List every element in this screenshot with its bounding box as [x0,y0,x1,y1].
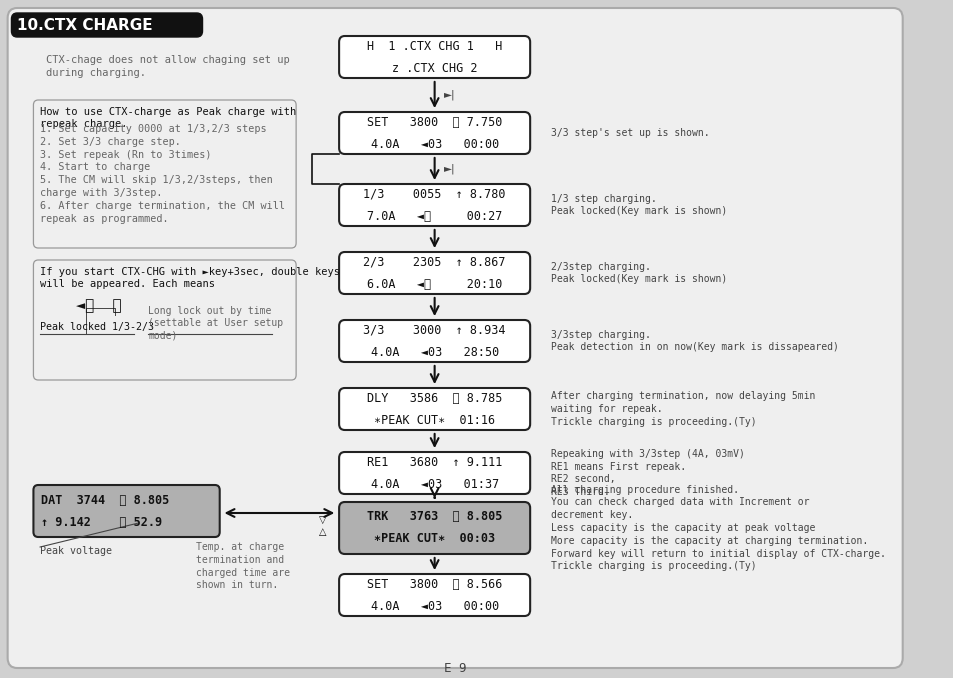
Text: 7.0A   ◄⑧     00:27: 7.0A ◄⑧ 00:27 [367,210,502,222]
Text: After charging termination, now delaying 5min
waiting for repeak.
Trickle chargi: After charging termination, now delaying… [551,391,815,426]
Text: 6.0A   ◄⑧     20:10: 6.0A ◄⑧ 20:10 [367,277,502,290]
Text: DLY   3586  ⎓ 8.785: DLY 3586 ⎓ 8.785 [367,391,502,405]
Text: Peak locked 1/3-2/3: Peak locked 1/3-2/3 [40,322,154,332]
FancyBboxPatch shape [338,184,530,226]
FancyBboxPatch shape [33,260,295,380]
Text: H  1 .CTX CHG 1   H: H 1 .CTX CHG 1 H [367,39,502,52]
Text: SET   3800  ⎓ 8.566: SET 3800 ⎓ 8.566 [367,578,502,591]
Text: 4.0A   ◄03   28:50: 4.0A ◄03 28:50 [370,346,498,359]
Text: RE1   3680  ↑ 9.111: RE1 3680 ↑ 9.111 [367,456,502,468]
Text: 4.0A   ◄03   01:37: 4.0A ◄03 01:37 [370,477,498,490]
Text: 1. Set capacity 0000 at 1/3,2/3 steps
2. Set 3/3 charge step.
3. Set repeak (Rn : 1. Set capacity 0000 at 1/3,2/3 steps 2.… [40,124,285,224]
Text: ◄⑧  ⑧: ◄⑧ ⑧ [76,298,122,313]
Text: 1/3 step charging.
Peak locked(Key mark is shown): 1/3 step charging. Peak locked(Key mark … [551,194,726,216]
Text: How to use CTX-charge as Peak charge with
repeak charge.: How to use CTX-charge as Peak charge wit… [40,107,296,129]
FancyBboxPatch shape [338,112,530,154]
Text: SET   3800  ⎓ 7.750: SET 3800 ⎓ 7.750 [367,115,502,129]
Text: Long lock out by time
(settable at User setup
mode): Long lock out by time (settable at User … [148,306,283,341]
Text: Temp. at charge
termination and
charged time are
shown in turn.: Temp. at charge termination and charged … [195,542,290,591]
Text: ↑ 9.142    ⑧ 52.9: ↑ 9.142 ⑧ 52.9 [41,515,162,528]
Text: 4.0A   ◄03   00:00: 4.0A ◄03 00:00 [370,138,498,151]
Text: CTX-chage does not allow chaging set up
during charging.: CTX-chage does not allow chaging set up … [46,55,290,78]
Text: All charging procedure finished.
You can check charged data with Increment or
de: All charging procedure finished. You can… [551,485,885,572]
Text: DAT  3744  ⎓ 8.805: DAT 3744 ⎓ 8.805 [41,494,169,506]
FancyBboxPatch shape [338,36,530,78]
Text: ▽: ▽ [319,515,326,525]
Text: ►|: ►| [444,164,456,174]
Text: 2/3    2305  ↑ 8.867: 2/3 2305 ↑ 8.867 [363,256,505,268]
FancyBboxPatch shape [338,320,530,362]
FancyBboxPatch shape [338,574,530,616]
Text: ∗PEAK CUT∗  01:16: ∗PEAK CUT∗ 01:16 [374,414,495,426]
Text: E 9: E 9 [444,662,466,675]
FancyBboxPatch shape [338,388,530,430]
Text: 2/3step charging.
Peak locked(Key mark is shown): 2/3step charging. Peak locked(Key mark i… [551,262,726,284]
Text: z .CTX CHG 2: z .CTX CHG 2 [392,62,476,75]
Text: ∗PEAK CUT∗  00:03: ∗PEAK CUT∗ 00:03 [374,532,495,546]
FancyBboxPatch shape [33,100,295,248]
Text: 4.0A   ◄03   00:00: 4.0A ◄03 00:00 [370,599,498,612]
FancyBboxPatch shape [11,13,202,37]
FancyBboxPatch shape [8,8,902,668]
Text: 3/3    3000  ↑ 8.934: 3/3 3000 ↑ 8.934 [363,323,505,336]
Text: △: △ [319,527,326,537]
FancyBboxPatch shape [338,452,530,494]
FancyBboxPatch shape [33,485,219,537]
Text: Peak voltage: Peak voltage [40,546,112,556]
Text: If you start CTX-CHG with ►key+3sec, double keys
will be appeared. Each means: If you start CTX-CHG with ►key+3sec, dou… [40,267,340,290]
Text: 3/3step charging.
Peak detection in on now(Key mark is dissapeared): 3/3step charging. Peak detection in on n… [551,330,839,353]
FancyBboxPatch shape [338,252,530,294]
FancyBboxPatch shape [338,502,530,554]
Text: Repeaking with 3/3step (4A, 03mV)
RE1 means First repeak.
RE2 second,
RE3 Third.: Repeaking with 3/3step (4A, 03mV) RE1 me… [551,449,744,497]
Text: 10.CTX CHARGE: 10.CTX CHARGE [17,18,152,33]
Text: 1/3    0055  ↑ 8.780: 1/3 0055 ↑ 8.780 [363,188,505,201]
Text: ►|: ►| [444,89,456,100]
Text: 3/3 step's set up is shown.: 3/3 step's set up is shown. [551,128,709,138]
Text: TRK   3763  ⎓ 8.805: TRK 3763 ⎓ 8.805 [367,511,502,523]
